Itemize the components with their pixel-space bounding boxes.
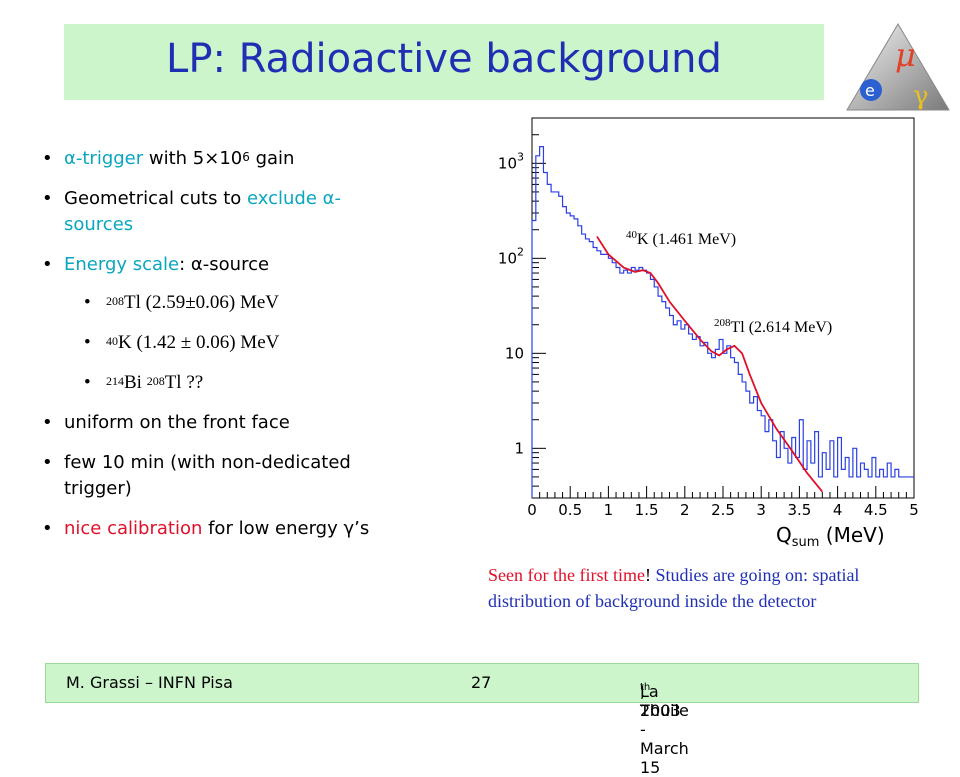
bullet-highlight: nice calibration [64,518,203,539]
x-axis-label-main: Q [776,523,792,547]
logo-mu: μ [895,36,916,74]
bullet-highlight: Energy scale [64,254,180,275]
logo-e: e [865,81,875,100]
bullet-text: for low energy γ’s [202,518,370,539]
annotation-sup: 208 [714,317,731,329]
x-tick-label: 5 [909,501,919,519]
x-tick-label: 4 [833,501,843,519]
sub-bullet-bi: • 214Bi 208Tl ?? [84,372,204,393]
superscript: th [640,682,651,693]
y-tick-label: 1 [514,439,524,457]
x-axis-label-sub: sum [792,535,820,550]
superscript: 6 [242,150,250,164]
bullet-uniform: • uniform on the front face [42,412,290,433]
x-tick-label: 0 [527,501,537,519]
bullet-text: uniform on the front face [64,412,290,433]
x-axis-label: Qsum (MeV) [776,523,885,550]
bullet-text: K (1.42 ± 0.06) MeV [118,332,280,353]
x-tick-label: 1 [604,501,614,519]
bullet-trigger: • α-trigger with 5×106 gain [42,148,295,169]
bullet-text: Bi [124,372,147,393]
y-tick-base: 10 [498,154,517,172]
annotation-tl208: 208Tl (2.614 MeV) [714,317,832,336]
y-tick-label: 102 [498,245,524,267]
logo-gamma: γ [913,81,929,111]
bullet-energy-scale: • Energy scale: α-source [42,254,270,275]
y-tick-exponent: 2 [517,245,524,258]
x-tick-label: 2 [680,501,690,519]
bullet-text: Tl ?? [164,372,204,393]
bullet-text: with 5×10 [143,148,243,169]
caption-text: Studies are going on: spatial distributi… [488,565,860,611]
logo: μ e γ [846,23,950,111]
x-axis-label-unit: (MeV) [819,523,884,547]
bullet-duration: • few 10 min (with non-dedicated trigger) [42,452,351,499]
annotation-k40: 40K (1.461 MeV) [626,229,736,248]
annotation-sup: 40 [626,229,638,241]
caption-highlight: Seen for the first time [488,565,645,585]
footer: M. Grassi – INFN Pisa 27 La Thuile - Mar… [45,663,919,777]
superscript: 40 [106,334,118,348]
title-bar: LP: Radioactive background [64,24,824,100]
caption: Seen for the first time! Studies are goi… [488,562,928,614]
bullet-text: gain [249,148,295,169]
fit-curve [596,235,824,493]
bullet-text: : α-source [179,254,270,275]
bullet-text: few 10 min (with non-dedicated [64,452,351,473]
bullet-highlight: exclude α- [247,188,341,209]
annotation-text: K (1.461 MeV) [637,231,736,248]
x-tick-label: 1.5 [635,501,659,519]
x-tick-label: 2.5 [711,501,735,519]
caption-punct: ! [644,565,651,585]
bullet-geometry: • Geometrical cuts to exclude α-sources [42,188,341,235]
slide-title: LP: Radioactive background [166,36,722,82]
plot-frame [531,117,915,499]
bullet-list: • α-trigger with 5×106 gain • Geometrical … [42,146,462,542]
x-tick-label: 4.5 [864,501,888,519]
bullet-calibration: • nice calibration for low energy γ’s [42,518,370,539]
x-tick-label: 3 [756,501,766,519]
y-tick-label: 10 [505,344,524,362]
annotation-text: Tl (2.614 MeV) [731,319,833,336]
bullet-text: -trigger [75,148,144,169]
alpha-symbol: α [64,148,76,169]
superscript: 214 [106,374,124,388]
x-tick-label: 0.5 [558,501,582,519]
x-tick-label: 3.5 [787,501,811,519]
y-tick-base: 10 [498,249,517,267]
bullet-highlight: sources [64,214,134,235]
sub-bullet-tl: • 208Tl (2.59±0.06) MeV [84,292,280,313]
histogram-series [531,145,914,498]
superscript: 208 [146,374,165,388]
superscript: 208 [106,294,124,308]
bullet-text: Tl (2.59±0.06) MeV [124,292,280,313]
sub-bullet-k: • 40K (1.42 ± 0.06) MeV [84,332,280,353]
footer-venue-year: , 2003 [640,682,681,720]
footer-page-number: 27 [471,673,492,692]
footer-author: M. Grassi – INFN Pisa [66,673,233,692]
y-tick-exponent: 3 [517,150,524,163]
bullet-text: Geometrical cuts to [64,188,248,209]
bullet-text: trigger) [64,478,132,499]
y-tick-label: 103 [498,150,524,172]
